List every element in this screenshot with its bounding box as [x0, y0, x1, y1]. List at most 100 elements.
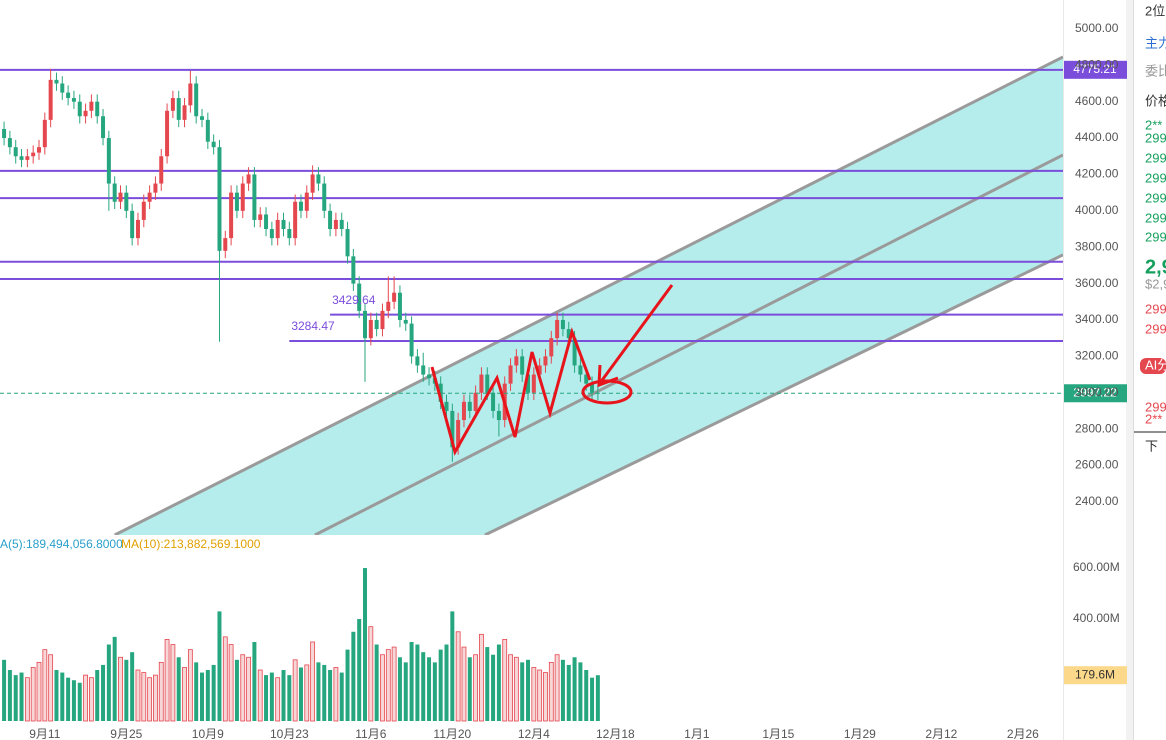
candle-body [252, 174, 257, 220]
candle-body [427, 374, 432, 379]
side-panel-text: 299 [1145, 321, 1166, 336]
volume-bar [572, 657, 577, 721]
candle-body [229, 192, 234, 239]
volume-bar [246, 656, 251, 722]
ma-legend: MA(10):213,882,569.1000 [121, 537, 261, 551]
candle-body [205, 119, 210, 142]
candle-body [60, 83, 65, 93]
current-price-tag [1064, 384, 1127, 403]
level-label: 3284.47 [291, 319, 335, 333]
circle [581, 379, 633, 405]
candle-body [141, 201, 146, 220]
volume-bar [461, 646, 467, 722]
volume-bar [54, 670, 59, 721]
y-tick-label: 2600.00 [1075, 458, 1119, 472]
side-panel-text: 委比 [1145, 63, 1166, 78]
candle-body [520, 356, 525, 375]
volume-bar [385, 649, 391, 722]
volume-bar [496, 644, 501, 721]
side-panel-text: 299 [1145, 190, 1166, 205]
volume-bar [13, 675, 18, 721]
candle-body [467, 401, 472, 411]
volume-bar [316, 662, 321, 721]
candle-body [531, 374, 536, 393]
volume-bar [455, 631, 461, 722]
volume-bar [217, 611, 222, 721]
volume-bar [60, 672, 65, 721]
panel-border [1133, 0, 1134, 740]
volume-tick-label: 400.00M [1073, 611, 1120, 625]
volume-bar [322, 664, 327, 721]
candle-body [89, 101, 94, 111]
candle-body [112, 183, 117, 202]
volume-bar [66, 677, 71, 721]
volume-tag-label: 179.6M [1075, 667, 1115, 681]
candle-body [240, 183, 245, 211]
candle-body [566, 329, 571, 339]
volume-tick-label: 600.00M [1073, 560, 1120, 574]
side-panel-text: 299 [1145, 150, 1166, 165]
volume-tag [1064, 666, 1127, 685]
candle-body [298, 201, 303, 211]
current-price-label: 2997.22 [1073, 385, 1117, 399]
candle-body [322, 183, 327, 211]
volume-bar [2, 659, 7, 721]
x-tick-label: 1月1 [684, 727, 710, 740]
candle-body [456, 420, 461, 448]
volume-bar [485, 647, 490, 721]
volume-bar [298, 667, 303, 721]
volume-bar [403, 662, 408, 721]
volume-bar [578, 662, 583, 721]
channel-line [114, 55, 1063, 535]
volume-bar [415, 644, 420, 721]
volume-bar [508, 654, 513, 722]
candle-body [101, 116, 106, 139]
volume-bar [194, 662, 199, 721]
volume-bar [374, 644, 379, 721]
candle-body [508, 365, 513, 384]
x-tick-label: 12月18 [596, 727, 635, 740]
candle-body [491, 392, 496, 411]
volume-bar [264, 675, 269, 721]
side-panel-text: 299 [1145, 229, 1166, 244]
volume-bar [187, 649, 193, 722]
volume-bar [252, 641, 257, 721]
volume-bar [257, 669, 263, 722]
volume-bar [438, 649, 443, 721]
candle-body [293, 201, 298, 239]
candle-body [584, 374, 589, 384]
side-panel-text: 299 [1145, 301, 1166, 316]
volume-bar [228, 644, 234, 722]
volume-bar [351, 631, 356, 721]
candle-body [106, 138, 111, 184]
candle-body [182, 105, 187, 120]
volume-bar [584, 670, 589, 721]
side-panel-text: 下 [1145, 438, 1158, 453]
scrollbar[interactable] [1126, 0, 1133, 740]
side-panel-text: 299 [1145, 170, 1166, 185]
candle-body [392, 292, 397, 302]
candle-body [165, 110, 170, 157]
candle-body [590, 383, 595, 393]
x-tick-label: 2月12 [925, 727, 957, 740]
volume-bar [444, 644, 449, 721]
candle-body [130, 210, 135, 239]
volume-bar [560, 659, 565, 721]
candle-body [7, 138, 12, 148]
side-panel-text: 2** [1145, 117, 1162, 132]
volume-bar [543, 672, 548, 722]
ai-badge [1140, 358, 1166, 374]
candle-body [246, 174, 251, 184]
volume-bar [141, 672, 147, 722]
volume-bar [30, 667, 36, 722]
side-panel-text: 299 [1145, 130, 1166, 145]
channel-line [314, 153, 1063, 535]
volume-bar [450, 611, 455, 721]
candle-body [496, 410, 501, 421]
candle-body [118, 192, 123, 202]
volume-bar [409, 641, 414, 721]
candle-body [269, 229, 274, 239]
candle-body [234, 192, 239, 211]
volume-bar [473, 654, 479, 722]
volume-bar [147, 677, 153, 722]
